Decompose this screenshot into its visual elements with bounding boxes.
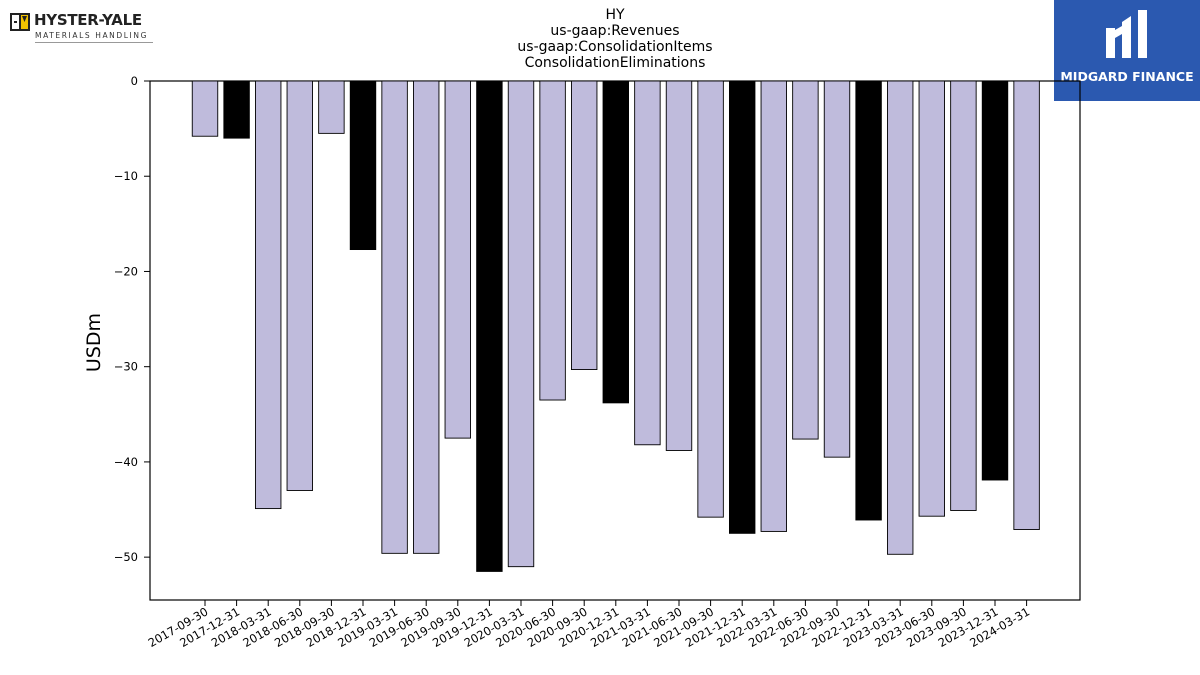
y-tick-label: 0 [131, 74, 138, 88]
bar [476, 80, 503, 572]
bar [1013, 80, 1040, 530]
bar [413, 80, 440, 554]
bar [286, 80, 313, 491]
bar [254, 80, 282, 510]
midgard-mark-icon [1106, 10, 1147, 58]
midgard-finance-name: MIDGARD FINANCE [1060, 69, 1194, 84]
bar [571, 80, 598, 370]
hyster-yale-brand: HYSTER-YALE [34, 11, 142, 29]
bar [444, 80, 471, 439]
y-tick-label: −10 [114, 169, 138, 183]
chart-title-line-3: us-gaap:ConsolidationItems [517, 39, 713, 55]
bar [349, 80, 377, 251]
bar [697, 80, 724, 518]
hyster-yale-subtitle: MATERIALS HANDLING [35, 31, 148, 40]
hyster-yale-logo: HYSTER-YALE MATERIALS HANDLING [8, 10, 153, 44]
bar [918, 80, 945, 517]
y-tick-label: −20 [114, 264, 138, 278]
chart-title-line-1: HY [605, 7, 625, 23]
bar [729, 80, 756, 534]
bar [760, 80, 787, 532]
chart-title-line-2: us-gaap:Revenues [550, 23, 680, 39]
bar [381, 80, 408, 554]
bar [318, 80, 345, 134]
bar [823, 80, 851, 458]
logo-divider [35, 42, 153, 43]
y-tick-label: −50 [114, 550, 138, 564]
chart-title-line-4: ConsolidationEliminations [524, 55, 706, 71]
bar [223, 80, 250, 139]
bar [191, 80, 219, 137]
bar [665, 80, 693, 451]
bar [634, 80, 661, 446]
bar [792, 80, 819, 440]
y-axis-label: USDm [83, 313, 105, 372]
bar [950, 80, 977, 511]
y-tick-label: −30 [114, 360, 138, 374]
bar [539, 80, 566, 401]
bar [507, 80, 535, 568]
y-tick-label: −40 [114, 455, 138, 469]
midgard-finance-logo: MIDGARD FINANCE [1054, 0, 1200, 101]
bar [981, 80, 1009, 481]
hyster-yale-mark-icon [10, 13, 30, 31]
bar [887, 80, 914, 555]
bar [855, 80, 882, 521]
bar [602, 80, 629, 404]
